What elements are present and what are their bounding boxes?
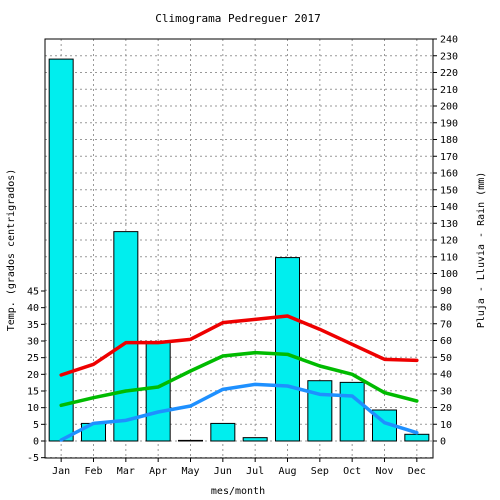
right-tick-label: 120	[440, 236, 458, 247]
right-tick-label: 20	[440, 403, 452, 414]
right-tick-label: 240	[440, 35, 458, 46]
x-tick-label: Feb	[84, 466, 102, 477]
left-axis-ticks: -5 0 5 10 15 20 25 30 35 40 45	[27, 287, 45, 464]
right-tick-label: 230	[440, 51, 458, 62]
right-axis-label: Pluja - Lluvia - Rain (mm)	[476, 172, 487, 329]
right-tick-label: 100	[440, 269, 458, 280]
right-tick-label: 150	[440, 185, 458, 196]
right-tick-label: 170	[440, 152, 458, 163]
right-tick-label: 50	[440, 353, 452, 364]
rain-bar-jun	[210, 422, 236, 442]
right-tick-label: 160	[440, 169, 458, 180]
right-tick-label: 10	[440, 420, 452, 431]
x-tick-label: May	[181, 466, 199, 477]
rain-bar-aug	[275, 257, 300, 442]
x-tick-label: Sep	[311, 466, 329, 477]
x-axis-ticks: Jan Feb Mar Apr May Jun Jul Aug Sep Oct Nov Dec	[52, 458, 426, 477]
right-tick-label: 30	[440, 386, 452, 397]
temperature-lines	[59, 314, 419, 442]
x-tick-label: Apr	[149, 466, 167, 477]
right-tick-label: 210	[440, 85, 458, 96]
right-tick-label: 80	[440, 303, 452, 314]
left-tick-label: 20	[27, 370, 39, 381]
rain-bar-may	[178, 439, 203, 442]
x-tick-label: Jul	[246, 466, 264, 477]
left-tick-label: 10	[27, 403, 39, 414]
x-tick-label: Mar	[117, 466, 135, 477]
right-tick-label: 110	[440, 252, 458, 263]
rain-bar-jul	[242, 437, 268, 442]
temperature-line-3	[59, 382, 419, 442]
left-tick-label: 45	[27, 287, 39, 298]
right-tick-label: 180	[440, 135, 458, 146]
x-tick-label: Nov	[375, 466, 393, 477]
right-tick-label: 190	[440, 118, 458, 129]
rain-bar-dec	[404, 433, 430, 442]
rain-bar-mar	[113, 231, 139, 442]
x-tick-label: Oct	[343, 466, 361, 477]
left-tick-label: 25	[27, 353, 39, 364]
right-tick-label: 140	[440, 202, 458, 213]
right-axis-ticks: 0 10 20 30 40 50 60 70 80 90 100 110 120 130 140 150 160…	[433, 35, 458, 448]
x-tick-label: Jan	[52, 466, 70, 477]
rain-bar-sep	[307, 380, 333, 442]
temperature-line-2	[59, 350, 419, 408]
left-axis-label: Temp. (grados centrigrados)	[6, 169, 17, 332]
x-axis-label: mes/month	[211, 486, 265, 497]
plot-frame	[44, 38, 434, 459]
rain-bar-jan	[48, 58, 74, 442]
left-tick-label: 15	[27, 387, 39, 398]
right-tick-label: 70	[440, 319, 452, 330]
right-tick-label: 0	[440, 437, 446, 448]
left-tick-label: 5	[33, 420, 39, 431]
rain-bar-oct	[339, 381, 365, 442]
left-tick-label: -5	[27, 453, 39, 464]
left-tick-label: 0	[33, 437, 39, 448]
temperature-line-1	[59, 314, 419, 377]
left-tick-label: 40	[27, 303, 39, 314]
right-tick-label: 200	[440, 102, 458, 113]
x-tick-label: Aug	[278, 466, 296, 477]
right-tick-label: 130	[440, 219, 458, 230]
x-tick-label: Dec	[408, 466, 426, 477]
right-tick-label: 220	[440, 68, 458, 79]
rain-bar-apr	[145, 341, 171, 442]
right-tick-label: 40	[440, 370, 452, 381]
left-tick-label: 30	[27, 337, 39, 348]
right-tick-label: 60	[440, 336, 452, 347]
x-tick-label: Jun	[214, 466, 232, 477]
left-tick-label: 35	[27, 320, 39, 331]
chart-title: Climograma Pedreguer 2017	[155, 12, 321, 25]
right-tick-label: 90	[440, 286, 452, 297]
